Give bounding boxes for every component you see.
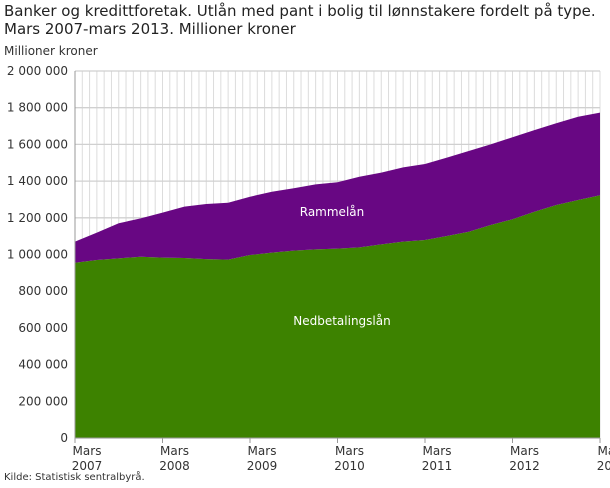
y-tick-label: 400 000 xyxy=(18,358,68,372)
y-axis-label: Millioner kroner xyxy=(4,44,98,58)
area-nedbetalingslån xyxy=(75,195,600,438)
y-tick-label: 0 xyxy=(60,431,68,445)
y-tick-label: 2 000 000 xyxy=(7,64,68,78)
x-tick-month: Mars xyxy=(423,444,452,458)
y-tick-label: 800 000 xyxy=(18,284,68,298)
y-tick-label: 1 400 000 xyxy=(7,174,68,188)
area-rammelån xyxy=(75,112,600,263)
x-tick-month: Mars xyxy=(598,444,610,458)
chart-title: Banker og kredittforetak. Utlån med pant… xyxy=(4,2,596,38)
x-tick-year: 2008 xyxy=(159,459,190,473)
x-tick-year: 2010 xyxy=(334,459,365,473)
x-tick-year: 2007 xyxy=(72,459,103,473)
x-tick-year: 2011 xyxy=(422,459,453,473)
x-tick-month: Mars xyxy=(510,444,539,458)
y-tick-label: 1 800 000 xyxy=(7,101,68,115)
y-tick-label: 200 000 xyxy=(18,394,68,408)
x-tick-year: 2012 xyxy=(509,459,540,473)
x-tick-year: 2009 xyxy=(247,459,278,473)
y-tick-label: 600 000 xyxy=(18,321,68,335)
y-tick-label: 1 200 000 xyxy=(7,211,68,225)
x-tick-month: Mars xyxy=(73,444,102,458)
x-tick-month: Mars xyxy=(248,444,277,458)
x-tick-month: Mars xyxy=(160,444,189,458)
y-tick-label: 1 000 000 xyxy=(7,248,68,262)
y-tick-label: 1 600 000 xyxy=(7,137,68,151)
series-label-nedbetalingslan: Nedbetalingslån xyxy=(293,314,390,328)
x-tick-month: Mars xyxy=(335,444,364,458)
series-label-rammelan: Rammelån xyxy=(300,205,364,219)
source-note: Kilde: Statistisk sentralbyrå. xyxy=(4,472,145,483)
x-tick-year: 2013 xyxy=(597,459,610,473)
